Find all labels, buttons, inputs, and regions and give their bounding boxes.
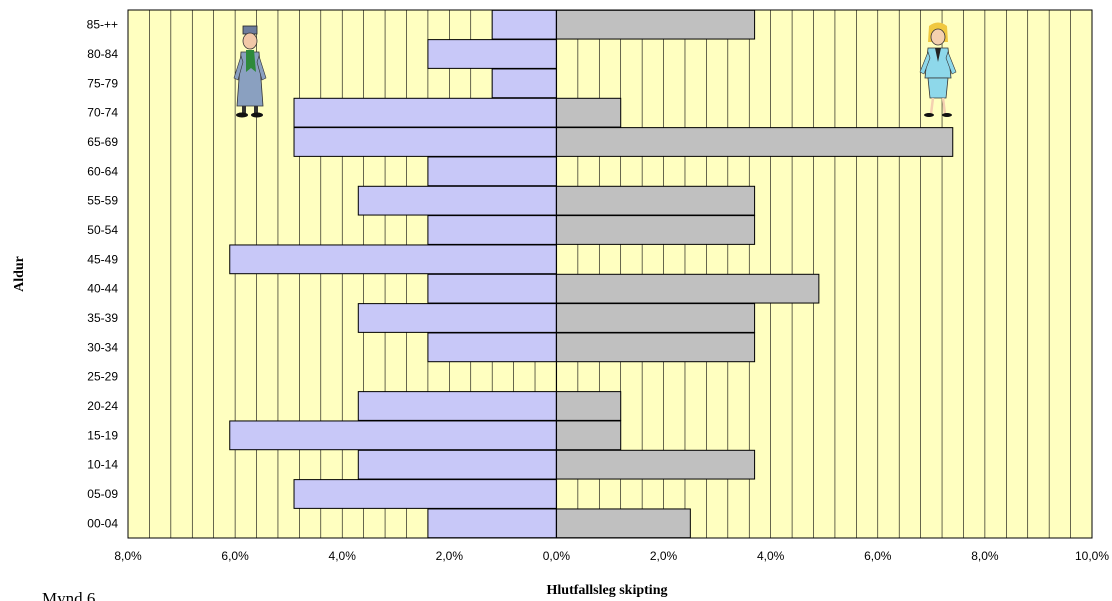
x-tick-label: 8,0% [114,549,142,563]
x-tick-label: 0,0% [543,549,571,563]
y-tick-label: 25-29 [87,370,118,384]
y-tick-label: 20-24 [87,399,118,413]
y-tick-labels: 85-++ 80-84 75-79 70-74 65-69 60-64 55-59 50-54… [87,18,119,531]
bar-left-85-++ [491,9,557,40]
x-axis-title: Hlutfallsleg skipting [547,583,668,598]
bar-right-50-54 [555,215,756,245]
bar-left-40-44 [427,273,557,304]
bar-right-40-44 [555,273,820,304]
y-tick-label: 55-59 [87,194,118,208]
bar-left-55-59 [357,185,557,216]
x-tick-label: 2,0% [650,549,678,563]
woman-icon [919,22,957,117]
x-tick-label: 10,0% [1075,549,1109,563]
bar-right-65-69 [555,127,954,157]
y-tick-label: 10-14 [87,458,118,472]
y-tick-label: 05-09 [87,487,118,501]
x-tick-label: 2,0% [436,549,464,563]
bar-left-50-54 [427,215,557,245]
bar-left-10-14 [357,449,557,480]
x-tick-label: 4,0% [757,549,785,563]
bar-right-10-14 [555,449,756,480]
x-tick-label: 6,0% [864,549,892,563]
bars [229,9,954,539]
man-icon [233,25,267,118]
y-tick-label: 60-64 [87,164,118,178]
y-tick-label: 75-79 [87,76,118,90]
y-tick-label: 45-49 [87,252,118,266]
bar-right-15-19 [555,420,622,451]
bar-right-70-74 [555,97,622,128]
y-tick-label: 50-54 [87,223,118,237]
y-tick-label: 85-++ [87,18,118,32]
y-tick-label: 65-69 [87,135,118,149]
y-tick-label: 35-39 [87,311,118,325]
bar-right-20-24 [555,391,622,421]
y-tick-label: 15-19 [87,428,118,442]
bar-left-70-74 [293,97,557,128]
bar-right-85-++ [555,9,756,40]
bar-left-00-04 [427,508,557,539]
x-tick-label: 6,0% [221,549,249,563]
y-tick-label: 30-34 [87,340,118,354]
bar-left-75-79 [491,68,557,99]
bar-right-35-39 [555,303,756,333]
bar-left-80-84 [427,39,557,69]
bar-left-60-64 [427,156,557,187]
x-tick-labels: 8,0% 6,0% 4,0% 2,0% 0,0% 2,0% 4,0% 6,0% 8,0% 10,0… [114,549,1109,563]
y-tick-label: 70-74 [87,106,118,120]
x-tick-label: 8,0% [971,549,999,563]
bar-left-45-49 [229,244,557,275]
bar-right-30-34 [555,332,756,363]
y-tick-label: 40-44 [87,282,118,296]
bar-left-35-39 [357,303,557,333]
bar-left-30-34 [427,332,557,363]
bar-left-15-19 [229,420,557,451]
bar-right-55-59 [555,185,756,216]
x-tick-label: 4,0% [329,549,357,563]
y-axis-title: Aldur [12,256,27,292]
bar-left-20-24 [357,391,557,421]
y-tick-label: 80-84 [87,47,118,61]
bar-left-05-09 [293,479,557,509]
bar-left-65-69 [293,127,557,157]
bar-right-00-04 [555,508,691,539]
y-tick-label: 00-04 [87,516,118,530]
figure-caption: Mynd 6 [42,589,95,601]
